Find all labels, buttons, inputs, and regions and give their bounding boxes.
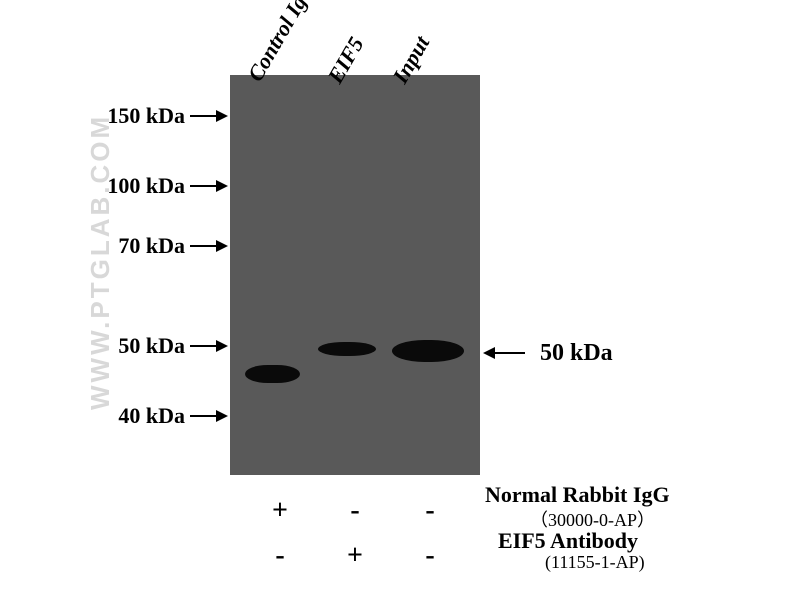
target-arrow-line	[495, 352, 525, 354]
mw-label-1: 100 kDa	[107, 173, 185, 199]
mw-arrow-head-1	[216, 180, 228, 192]
mw-label-2: 70 kDa	[118, 233, 185, 259]
mw-arrow-head-0	[216, 110, 228, 122]
pm-cell-1-0: -	[260, 540, 300, 572]
band-2	[392, 340, 464, 362]
pm-cell-1-2: -	[410, 540, 450, 572]
pm-cell-1-1: +	[335, 540, 375, 572]
target-arrow-head	[483, 347, 495, 359]
band-1	[318, 342, 376, 356]
antibody-catalog-1: (11155-1-AP)	[545, 552, 645, 573]
pm-cell-0-2: -	[410, 495, 450, 527]
mw-arrow-line-0	[190, 115, 218, 117]
mw-label-3: 50 kDa	[118, 333, 185, 359]
mw-label-4: 40 kDa	[118, 403, 185, 429]
mw-label-0: 150 kDa	[107, 103, 185, 129]
target-label: 50 kDa	[540, 340, 613, 367]
pm-cell-0-0: +	[260, 495, 300, 527]
watermark-text: WWW.PTGLAB.COM	[85, 114, 116, 410]
mw-arrow-line-3	[190, 345, 218, 347]
pm-cell-0-1: -	[335, 495, 375, 527]
mw-arrow-head-2	[216, 240, 228, 252]
mw-arrow-head-4	[216, 410, 228, 422]
lane-label-0: Control IgG	[242, 0, 320, 86]
blot-membrane	[230, 75, 480, 475]
band-0	[245, 365, 300, 383]
antibody-label-0: Normal Rabbit IgG	[485, 482, 670, 508]
mw-arrow-line-2	[190, 245, 218, 247]
mw-arrow-head-3	[216, 340, 228, 352]
mw-arrow-line-4	[190, 415, 218, 417]
antibody-label-1: EIF5 Antibody	[498, 528, 638, 554]
figure-container: WWW.PTGLAB.COM Control IgGEIF5Input 150 …	[0, 0, 800, 600]
mw-arrow-line-1	[190, 185, 218, 187]
